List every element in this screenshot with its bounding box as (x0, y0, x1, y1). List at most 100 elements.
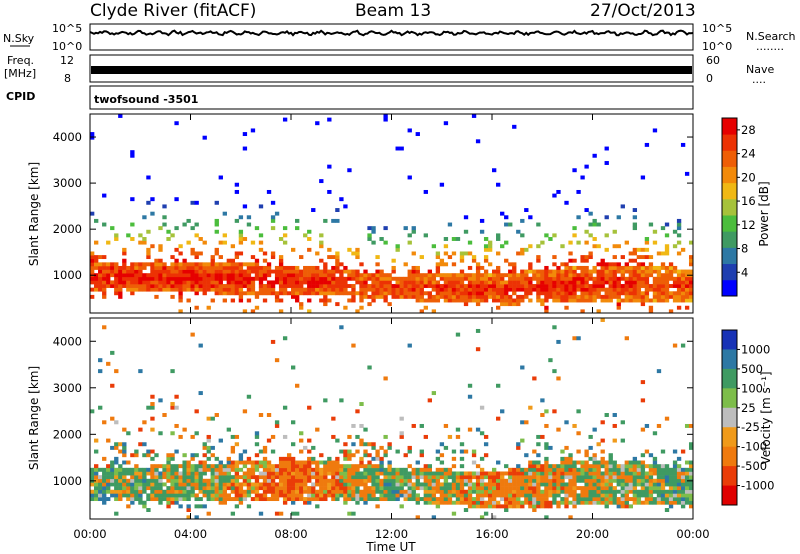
vel-cell (596, 497, 601, 502)
vel-cell (335, 489, 340, 494)
power-cell (146, 280, 151, 285)
vel-cell (588, 493, 593, 498)
x-axis-label: Time UT (365, 540, 416, 554)
power-cell (230, 287, 236, 292)
power-cell (624, 298, 629, 303)
power-cell (347, 291, 352, 296)
vel-cell (359, 456, 364, 461)
vel-cell (524, 420, 529, 425)
vel-cell (475, 464, 481, 469)
power-cell (234, 255, 240, 260)
power-cell (680, 284, 686, 288)
vel-cell (652, 482, 658, 487)
vel-cell (254, 442, 260, 447)
power-cell (118, 280, 123, 285)
power-cell (90, 255, 95, 260)
vel-cell (624, 486, 629, 491)
vel-cell (644, 493, 650, 498)
power-cell (439, 182, 445, 187)
vel-cell (399, 431, 404, 436)
power-cell (652, 284, 658, 288)
vel-cell (672, 497, 678, 502)
vel-cell (311, 482, 316, 487)
power-cell (656, 276, 662, 281)
power-cell (166, 269, 171, 274)
vel-cell (668, 504, 674, 509)
power-cell (508, 273, 513, 278)
power-cell (319, 269, 324, 274)
vel-cell (178, 478, 183, 483)
vel-cell (319, 497, 324, 502)
power-cell (190, 269, 195, 274)
power-cell (206, 284, 211, 288)
vel-cell (576, 500, 581, 505)
power-cell (455, 294, 461, 299)
power-cell (114, 237, 119, 241)
power-colorbar-title: Power [dB] (757, 181, 771, 246)
power-cell (198, 273, 203, 278)
vel-cell (226, 486, 231, 491)
vel-cell (628, 489, 633, 494)
vel-cell (600, 464, 605, 469)
power-cell (496, 280, 501, 285)
vel-cell (423, 489, 428, 494)
power-cell (395, 294, 400, 299)
power-cell (411, 273, 416, 278)
vel-cell (367, 460, 372, 465)
vel-cell (548, 504, 553, 509)
vel-cell (270, 464, 276, 469)
power-cell (295, 298, 300, 303)
power-cell (391, 287, 396, 292)
power-cell (114, 287, 119, 292)
vel-cell (668, 497, 674, 502)
vel-cell (640, 493, 646, 498)
power-cell (459, 287, 465, 292)
power-cell (214, 251, 219, 256)
vel-cell (624, 482, 629, 487)
vel-cell (154, 464, 159, 469)
vel-cell (331, 467, 336, 472)
vel-cell (584, 497, 589, 502)
velocity-ylabel: Slant Range [km] (27, 366, 41, 470)
vel-cell (114, 467, 119, 472)
power-cell (327, 269, 332, 274)
power-cell (407, 294, 412, 299)
vel-cell (660, 486, 666, 491)
power-cell (94, 280, 99, 285)
power-cell (684, 284, 690, 288)
vel-cell (604, 413, 609, 417)
power-cell (222, 298, 227, 303)
power-cell (479, 284, 485, 288)
vel-cell (664, 416, 670, 421)
power-cell (174, 273, 179, 278)
vel-cell (303, 478, 308, 483)
vel-cell (467, 478, 473, 483)
power-cell (500, 273, 505, 278)
power-cell (403, 294, 408, 299)
power-cell (668, 265, 674, 270)
vel-cell (246, 493, 252, 498)
power-cell (592, 237, 597, 241)
power-cell (540, 298, 545, 303)
power-cell (451, 287, 457, 292)
vel-cell (395, 486, 400, 491)
cpid-value: twofsound -3501 (94, 93, 198, 106)
vel-cell (226, 456, 231, 461)
power-cell (471, 258, 477, 263)
vel-cell (307, 478, 312, 483)
power-cell (544, 287, 549, 292)
power-cell (94, 258, 99, 263)
power-cell (508, 269, 513, 274)
power-cell (548, 280, 553, 285)
power-cell (576, 265, 581, 270)
power-cell (90, 135, 95, 140)
vel-cell (222, 464, 227, 469)
date-title: 27/Oct/2013 (590, 1, 696, 21)
vel-cell (102, 486, 107, 491)
power-cell (676, 240, 682, 245)
vel-cell (411, 493, 416, 498)
power-cell (596, 294, 601, 299)
vel-cell (371, 486, 376, 491)
vel-cell (496, 489, 501, 494)
vel-cell (174, 478, 179, 483)
